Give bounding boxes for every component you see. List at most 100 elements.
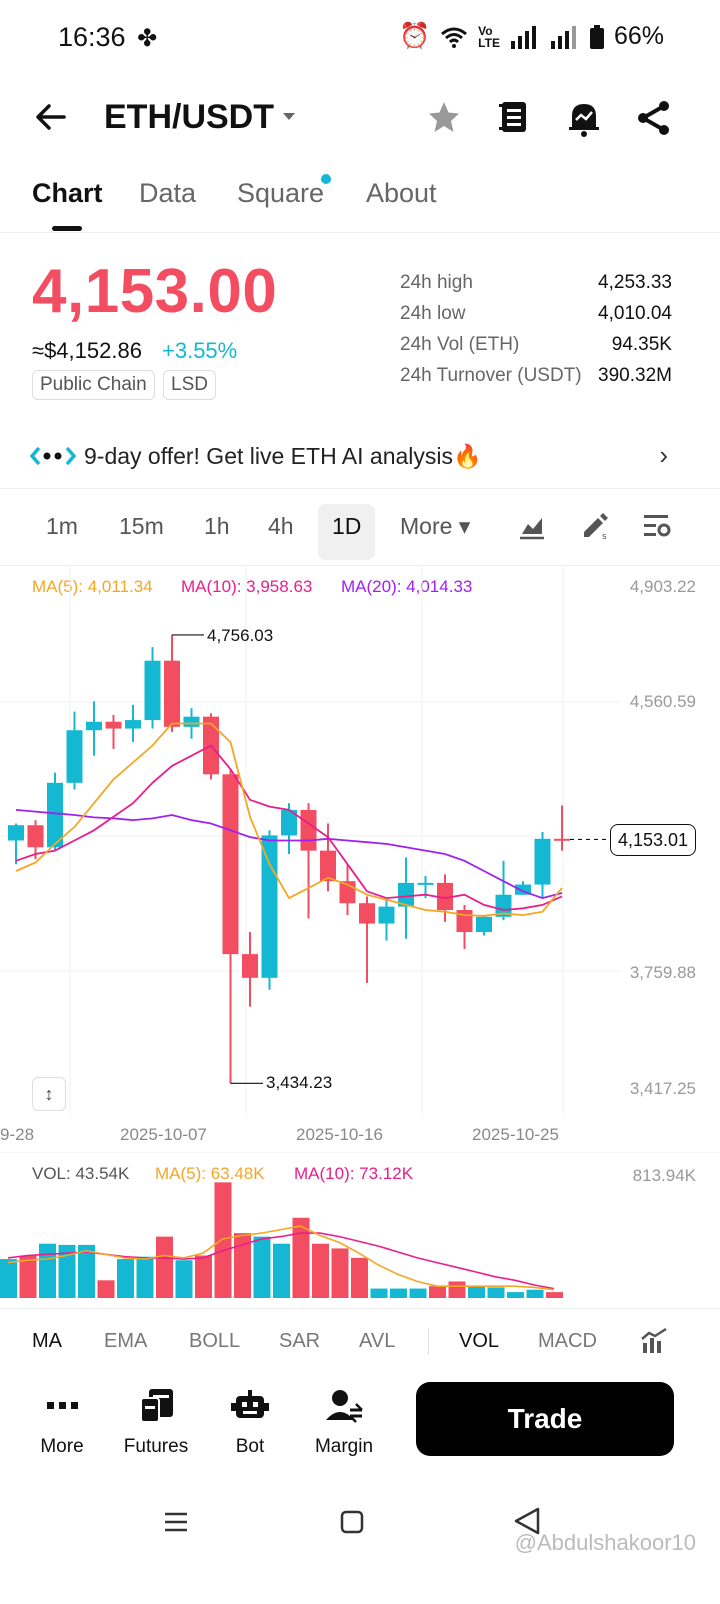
signal-icon bbox=[510, 25, 536, 49]
volume-bar bbox=[136, 1256, 154, 1298]
divider bbox=[0, 1308, 720, 1309]
volume-bar bbox=[195, 1255, 212, 1298]
volte-icon: Vo LTE bbox=[478, 23, 500, 50]
action-futures[interactable]: Futures bbox=[123, 1436, 189, 1457]
price-change: +3.55% bbox=[162, 338, 238, 363]
chart-settings-icon[interactable] bbox=[642, 512, 672, 540]
svg-text:s: s bbox=[602, 532, 607, 540]
indicator-ma[interactable]: MA bbox=[32, 1330, 62, 1352]
approx-usd: ≈$4,152.86 bbox=[32, 338, 142, 363]
x-tick: 2025-10-07 bbox=[120, 1125, 207, 1144]
back-nav-icon[interactable] bbox=[512, 1505, 542, 1537]
bot-icon[interactable] bbox=[230, 1386, 270, 1426]
candle-body bbox=[105, 721, 122, 729]
candle-body bbox=[437, 882, 453, 911]
ma10-line bbox=[15, 744, 563, 911]
volume-bar bbox=[214, 1182, 232, 1298]
vol-ma10-legend: MA(10): 73.12K bbox=[294, 1164, 414, 1183]
volume-chart[interactable] bbox=[0, 1152, 720, 1302]
home-nav-icon[interactable] bbox=[338, 1508, 366, 1536]
candle-body bbox=[300, 809, 317, 851]
volume-bar bbox=[273, 1243, 290, 1298]
share-icon[interactable] bbox=[634, 96, 674, 140]
volume-bar bbox=[234, 1233, 251, 1298]
timeframe-4h[interactable]: 4h bbox=[268, 513, 294, 539]
indicator-settings-icon[interactable] bbox=[640, 1327, 668, 1355]
stat-label-vol: 24h Vol (ETH) bbox=[400, 334, 520, 355]
recents-nav-icon[interactable] bbox=[162, 1508, 190, 1536]
stat-value-low: 4,010.04 bbox=[598, 303, 672, 324]
volume-bar bbox=[487, 1287, 505, 1298]
indicator-avl[interactable]: AVL bbox=[359, 1330, 396, 1352]
tab-data[interactable]: Data bbox=[139, 178, 197, 208]
candle-body bbox=[281, 809, 297, 836]
stat-label-turnover: 24h Turnover (USDT) bbox=[400, 365, 582, 386]
y-tick: 3,759.88 bbox=[629, 963, 696, 982]
vol-legend: VOL: 43.54K bbox=[32, 1164, 130, 1183]
tag-lsd[interactable]: LSD bbox=[163, 370, 216, 400]
action-margin[interactable]: Margin bbox=[314, 1436, 374, 1457]
tab-chart[interactable]: Chart bbox=[32, 178, 103, 208]
indicator-sar[interactable]: SAR bbox=[279, 1330, 321, 1352]
draw-icon[interactable]: s bbox=[580, 510, 610, 540]
battery-percent: 66% bbox=[613, 22, 664, 50]
candle-body bbox=[47, 782, 63, 848]
divider bbox=[0, 488, 720, 489]
low-label: 3,434.23 bbox=[266, 1073, 333, 1092]
indicator-boll[interactable]: BOLL bbox=[189, 1330, 241, 1352]
more-dots-icon[interactable] bbox=[43, 1386, 83, 1426]
trade-button[interactable]: Trade bbox=[416, 1382, 674, 1456]
candle-body bbox=[261, 835, 278, 978]
timeframe-1m[interactable]: 1m bbox=[46, 513, 78, 539]
volume-bar bbox=[507, 1292, 524, 1298]
volume-bar bbox=[19, 1255, 37, 1298]
divider bbox=[0, 232, 720, 233]
x-tick: 9-28 bbox=[0, 1125, 35, 1144]
candle-body bbox=[320, 850, 336, 882]
candle-body bbox=[515, 884, 531, 895]
tab-about[interactable]: About bbox=[366, 178, 437, 208]
candlestick-chart[interactable] bbox=[0, 566, 720, 1114]
tag-public-chain[interactable]: Public Chain bbox=[32, 370, 155, 400]
tab-square[interactable]: Square bbox=[237, 178, 325, 208]
indicator-macd[interactable]: MACD bbox=[538, 1330, 597, 1352]
candle-body bbox=[495, 894, 512, 917]
dropdown-caret-icon[interactable] bbox=[282, 112, 296, 122]
candle-body bbox=[359, 903, 375, 924]
scale-handle-icon[interactable]: ↕ bbox=[32, 1077, 66, 1111]
star-icon[interactable] bbox=[424, 96, 464, 140]
indicator-ema[interactable]: EMA bbox=[104, 1330, 148, 1352]
action-bot[interactable]: Bot bbox=[235, 1436, 265, 1457]
timeframe-1d[interactable]: 1D bbox=[318, 504, 376, 560]
last-price: 4,153.00 bbox=[32, 257, 278, 326]
stat-value-vol: 94.35K bbox=[611, 334, 672, 355]
timeframe-15m[interactable]: 15m bbox=[119, 513, 164, 539]
timeframe-more[interactable]: More ▾ bbox=[400, 513, 471, 539]
volume-bar bbox=[312, 1243, 329, 1298]
futures-icon[interactable] bbox=[137, 1386, 177, 1426]
pair-title[interactable]: ETH/USDT bbox=[104, 98, 274, 136]
candle-body bbox=[8, 825, 24, 841]
vol-max-tick: 813.94K bbox=[632, 1166, 696, 1185]
chart-type-icon[interactable] bbox=[518, 512, 546, 540]
volume-bar bbox=[39, 1243, 56, 1298]
high-label: 4,756.03 bbox=[207, 626, 274, 645]
notification-dot bbox=[321, 174, 331, 184]
back-arrow-icon[interactable] bbox=[34, 100, 68, 134]
promo-banner[interactable]: 9-day offer! Get live ETH AI analysis🔥 bbox=[84, 443, 482, 469]
volume-bar bbox=[468, 1286, 485, 1298]
candle-body bbox=[86, 721, 102, 731]
volume-bar bbox=[253, 1236, 271, 1298]
indicator-vol[interactable]: VOL bbox=[459, 1330, 500, 1352]
action-more[interactable]: More bbox=[40, 1436, 84, 1457]
volume-bar bbox=[526, 1289, 544, 1298]
volume-bar bbox=[292, 1217, 310, 1298]
margin-icon[interactable] bbox=[324, 1386, 364, 1426]
notes-icon[interactable] bbox=[494, 96, 534, 140]
wifi-icon bbox=[441, 27, 468, 48]
alert-bell-icon[interactable] bbox=[564, 96, 604, 140]
timeframe-1h[interactable]: 1h bbox=[204, 513, 230, 539]
battery-icon bbox=[589, 24, 604, 49]
ma20-line bbox=[15, 809, 563, 900]
chevron-right-icon[interactable]: › bbox=[659, 440, 668, 470]
